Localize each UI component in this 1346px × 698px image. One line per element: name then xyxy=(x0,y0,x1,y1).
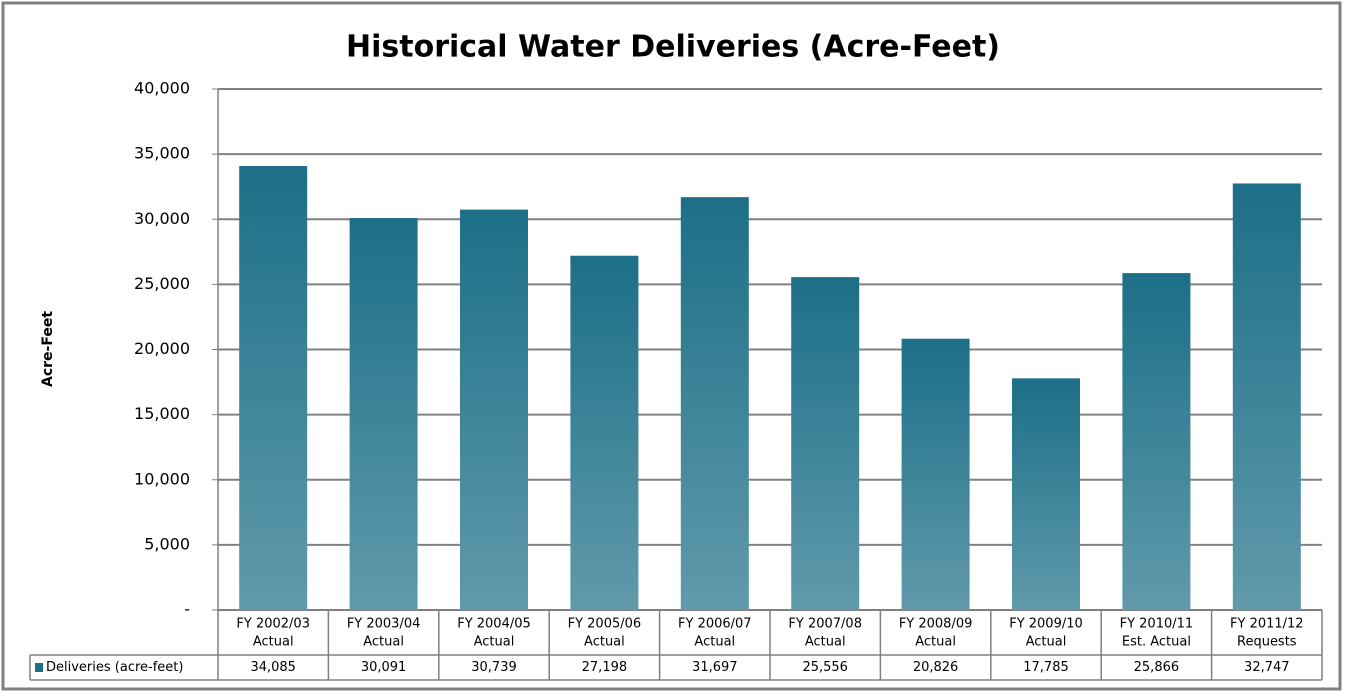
bar xyxy=(791,277,860,610)
value-label: 17,785 xyxy=(1023,660,1069,675)
chart-title: Historical Water Deliveries (Acre-Feet) xyxy=(346,30,1000,65)
x-tick-label: Actual xyxy=(584,635,625,650)
y-tick-label: 35,000 xyxy=(134,144,190,163)
x-tick-label: FY 2008/09 xyxy=(899,617,973,632)
y-tick-label: 30,000 xyxy=(134,209,190,228)
x-tick-label: Actual xyxy=(1026,635,1067,650)
x-tick-label: Actual xyxy=(805,635,846,650)
bar xyxy=(349,218,418,610)
value-label: 27,198 xyxy=(582,660,628,675)
x-tick-label: FY 2009/10 xyxy=(1009,617,1083,632)
value-label: 25,866 xyxy=(1134,660,1180,675)
value-label: 31,697 xyxy=(692,660,738,675)
legend-swatch xyxy=(35,663,43,672)
value-label: 30,739 xyxy=(471,660,517,675)
x-tick-label: FY 2010/11 xyxy=(1120,617,1194,632)
x-tick-label: Requests xyxy=(1237,635,1297,650)
bar xyxy=(570,255,639,611)
x-tick-label: Est. Actual xyxy=(1122,635,1191,650)
x-tick-label: FY 2002/03 xyxy=(236,617,310,632)
y-tick-label: 40,000 xyxy=(134,79,190,98)
y-tick-label: 5,000 xyxy=(144,534,190,553)
value-label: 20,826 xyxy=(913,660,959,675)
x-tick-label: FY 2011/12 xyxy=(1230,617,1304,632)
value-label: 30,091 xyxy=(361,660,407,675)
x-tick-label: Actual xyxy=(363,635,404,650)
y-tick-label: 20,000 xyxy=(134,339,190,358)
y-axis-label: Acre-Feet xyxy=(40,311,56,387)
bar xyxy=(1012,378,1080,610)
bar xyxy=(239,166,308,610)
bar xyxy=(460,209,528,611)
bar xyxy=(1122,273,1191,610)
x-tick-label: Actual xyxy=(915,635,956,650)
bar xyxy=(901,338,970,610)
x-tick-label: Actual xyxy=(694,635,735,650)
x-tick-label: FY 2004/05 xyxy=(457,617,531,632)
x-tick-label: Actual xyxy=(474,635,515,650)
x-tick-label: FY 2003/04 xyxy=(347,617,421,632)
value-label: 34,085 xyxy=(250,660,296,675)
bar xyxy=(680,197,749,610)
legend-label: Deliveries (acre-feet) xyxy=(46,660,183,675)
bar xyxy=(1232,183,1301,610)
x-tick-label: FY 2006/07 xyxy=(678,617,752,632)
x-tick-label: Actual xyxy=(253,635,294,650)
y-tick-label: 15,000 xyxy=(134,404,190,423)
x-tick-label: FY 2007/08 xyxy=(788,617,862,632)
y-tick-label: - xyxy=(184,600,190,619)
y-tick-label: 25,000 xyxy=(134,274,190,293)
x-tick-label: FY 2005/06 xyxy=(568,617,642,632)
value-label: 32,747 xyxy=(1244,660,1290,675)
y-tick-label: 10,000 xyxy=(134,469,190,488)
value-label: 25,556 xyxy=(802,660,848,675)
